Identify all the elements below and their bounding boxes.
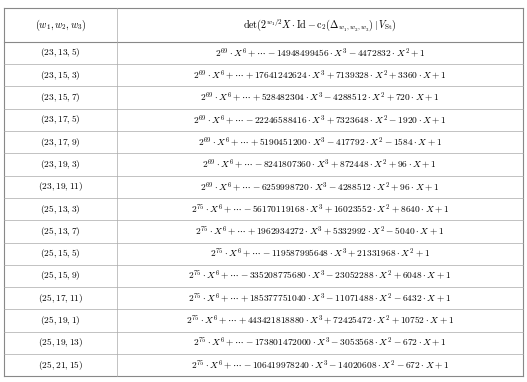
Text: $(23, 13, 5)$: $(23, 13, 5)$ [41,47,81,60]
Text: $\det(2^{w_1/2}X \cdot \mathrm{Id} - \mathrm{c}_2(\Delta_{w_1,w_2,w_3})\,|\,V_{\: $\det(2^{w_1/2}X \cdot \mathrm{Id} - \ma… [243,17,397,33]
Text: $2^{69} \cdot X^6 + \cdots - 8241807360 \cdot X^3 + 872448 \cdot X^2 + 96 \cdot : $2^{69} \cdot X^6 + \cdots - 8241807360 … [202,158,437,172]
Text: $2^{69} \cdot X^6 + \cdots + 5190451200 \cdot X^3 - 417792 \cdot X^2 - 1584 \cdo: $2^{69} \cdot X^6 + \cdots + 5190451200 … [198,135,442,149]
Text: $(23, 17, 5)$: $(23, 17, 5)$ [41,113,81,126]
Text: $2^{69} \cdot X^6 + \cdots - 6259998720 \cdot X^3 - 4288512 \cdot X^2 + 96 \cdot: $2^{69} \cdot X^6 + \cdots - 6259998720 … [200,180,440,194]
Text: $(25, 13, 7)$: $(25, 13, 7)$ [41,225,81,238]
Text: $(25, 15, 5)$: $(25, 15, 5)$ [41,247,81,260]
Text: $(25, 19, 1)$: $(25, 19, 1)$ [41,314,81,327]
Text: $(23, 17, 9)$: $(23, 17, 9)$ [41,136,81,149]
Text: $2^{75} \cdot X^6 + \cdots + 1962934272 \cdot X^3 + 5332992 \cdot X^2 - 5040 \cd: $2^{75} \cdot X^6 + \cdots + 1962934272 … [196,225,444,238]
Text: $2^{75} \cdot X^6 + \cdots + 185377751040 \cdot X^3 - 11071488 \cdot X^2 - 6432 : $2^{75} \cdot X^6 + \cdots + 18537775104… [188,292,452,305]
Text: $(23, 19, 11)$: $(23, 19, 11)$ [38,180,83,193]
Text: $(25, 13, 3)$: $(25, 13, 3)$ [41,202,81,215]
Text: $2^{75} \cdot X^6 + \cdots - 119587995648 \cdot X^3 + 21331968 \cdot X^2 + 1$: $2^{75} \cdot X^6 + \cdots - 11958799564… [210,247,430,260]
Text: $2^{75} \cdot X^6 + \cdots - 335208775680 \cdot X^3 - 23052288 \cdot X^2 + 6048 : $2^{75} \cdot X^6 + \cdots - 33520877568… [188,269,452,282]
Text: $2^{69} \cdot X^6 + \cdots - 22246588416 \cdot X^3 + 7323648 \cdot X^2 - 1920 \c: $2^{69} \cdot X^6 + \cdots - 22246588416… [193,113,447,127]
Text: $(w_1, w_2, w_3)$: $(w_1, w_2, w_3)$ [35,18,86,33]
Text: $2^{69} \cdot X^6 + \cdots + 528482304 \cdot X^3 - 4288512 \cdot X^2 + 720 \cdot: $2^{69} \cdot X^6 + \cdots + 528482304 \… [200,91,440,104]
Text: $(25, 19, 13)$: $(25, 19, 13)$ [38,336,83,349]
Text: $2^{75} \cdot X^6 + \cdots - 173801472000 \cdot X^3 - 3053568 \cdot X^2 - 672 \c: $2^{75} \cdot X^6 + \cdots - 17380147200… [193,336,447,350]
Text: $2^{75} \cdot X^6 + \cdots - 106419978240 \cdot X^3 - 14020608 \cdot X^2 - 672 \: $2^{75} \cdot X^6 + \cdots - 10641997824… [191,359,449,372]
Text: $(23, 19, 3)$: $(23, 19, 3)$ [41,158,81,171]
Text: $2^{69} \cdot X^6 + \cdots - 14948499456 \cdot X^3 - 4472832 \cdot X^2 + 1$: $2^{69} \cdot X^6 + \cdots - 14948499456… [214,46,425,60]
Text: $2^{69} \cdot X^6 + \cdots + 17641242624 \cdot X^3 + 7139328 \cdot X^2 + 3360 \c: $2^{69} \cdot X^6 + \cdots + 17641242624… [193,68,447,82]
Text: $2^{75} \cdot X^6 + \cdots - 56170119168 \cdot X^3 + 16023552 \cdot X^2 + 8640 \: $2^{75} \cdot X^6 + \cdots - 56170119168… [191,202,449,215]
Text: $(25, 21, 15)$: $(25, 21, 15)$ [38,359,83,372]
Text: $(25, 15, 9)$: $(25, 15, 9)$ [41,269,81,282]
Text: $2^{75} \cdot X^6 + \cdots + 443421818880 \cdot X^3 + 72425472 \cdot X^2 + 10752: $2^{75} \cdot X^6 + \cdots + 44342181888… [186,314,454,327]
Text: $(23, 15, 7)$: $(23, 15, 7)$ [41,91,81,104]
Text: $(23, 15, 3)$: $(23, 15, 3)$ [41,69,81,82]
Text: $(25, 17, 11)$: $(25, 17, 11)$ [38,292,83,305]
